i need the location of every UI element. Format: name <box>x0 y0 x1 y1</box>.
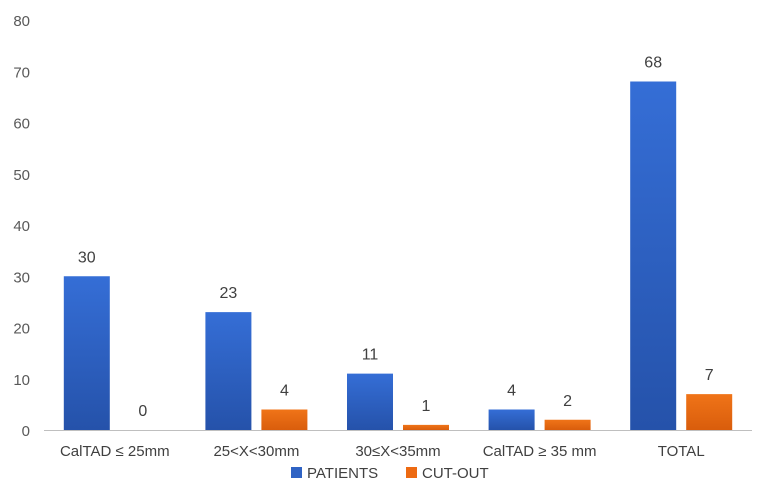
data-label: 7 <box>705 367 714 384</box>
y-tick-label: 10 <box>13 372 30 389</box>
y-tick-label: 20 <box>13 321 30 338</box>
x-tick-label: 30≤X<35mm <box>355 443 440 460</box>
legend-label-patients: PATIENTS <box>307 465 378 482</box>
data-label: 23 <box>220 285 238 302</box>
data-label: 2 <box>563 393 572 410</box>
legend-label-cut-out: CUT-OUT <box>422 465 489 482</box>
data-label: 68 <box>644 55 662 72</box>
legend-swatch-cut-out <box>406 467 417 478</box>
y-tick-label: 70 <box>13 64 30 81</box>
y-tick-label: 60 <box>13 116 30 133</box>
data-label: 4 <box>280 383 289 400</box>
bar-patients-4 <box>630 81 677 430</box>
y-tick-label: 40 <box>13 218 30 235</box>
y-tick-label: 0 <box>22 423 30 440</box>
bar-patients-2 <box>347 373 393 430</box>
bar-cut-out-3 <box>544 419 591 430</box>
data-label: 4 <box>507 383 516 400</box>
bar-patients-3 <box>488 409 535 430</box>
x-axis-tick-labels: CalTAD ≤ 25mm 25<X<30mm 30≤X<35mm CalTAD ≥ … <box>60 443 705 460</box>
y-tick-label: 50 <box>13 167 30 184</box>
bar-cut-out-1 <box>261 409 308 430</box>
y-tick-label: 30 <box>13 269 30 286</box>
legend-swatch-patients <box>291 467 302 478</box>
x-tick-label: TOTAL <box>658 443 705 460</box>
bar-patients-1 <box>205 312 252 430</box>
y-axis-tick-labels: 0 10 20 30 40 50 60 70 80 <box>13 13 30 440</box>
bar-patients-0 <box>63 276 110 430</box>
data-label: 1 <box>422 398 431 415</box>
x-tick-label: CalTAD ≥ 35 mm <box>483 443 597 460</box>
data-label: 11 <box>362 347 379 364</box>
data-label: 30 <box>78 249 96 266</box>
bars-group <box>63 81 733 430</box>
legend: PATIENTS CUT-OUT <box>291 465 489 482</box>
x-tick-label: 25<X<30mm <box>213 443 299 460</box>
y-tick-label: 80 <box>13 13 30 30</box>
data-label: 0 <box>138 403 147 420</box>
bar-cut-out-4 <box>686 394 733 430</box>
x-tick-label: CalTAD ≤ 25mm <box>60 443 170 460</box>
bar-cut-out-2 <box>403 424 449 430</box>
